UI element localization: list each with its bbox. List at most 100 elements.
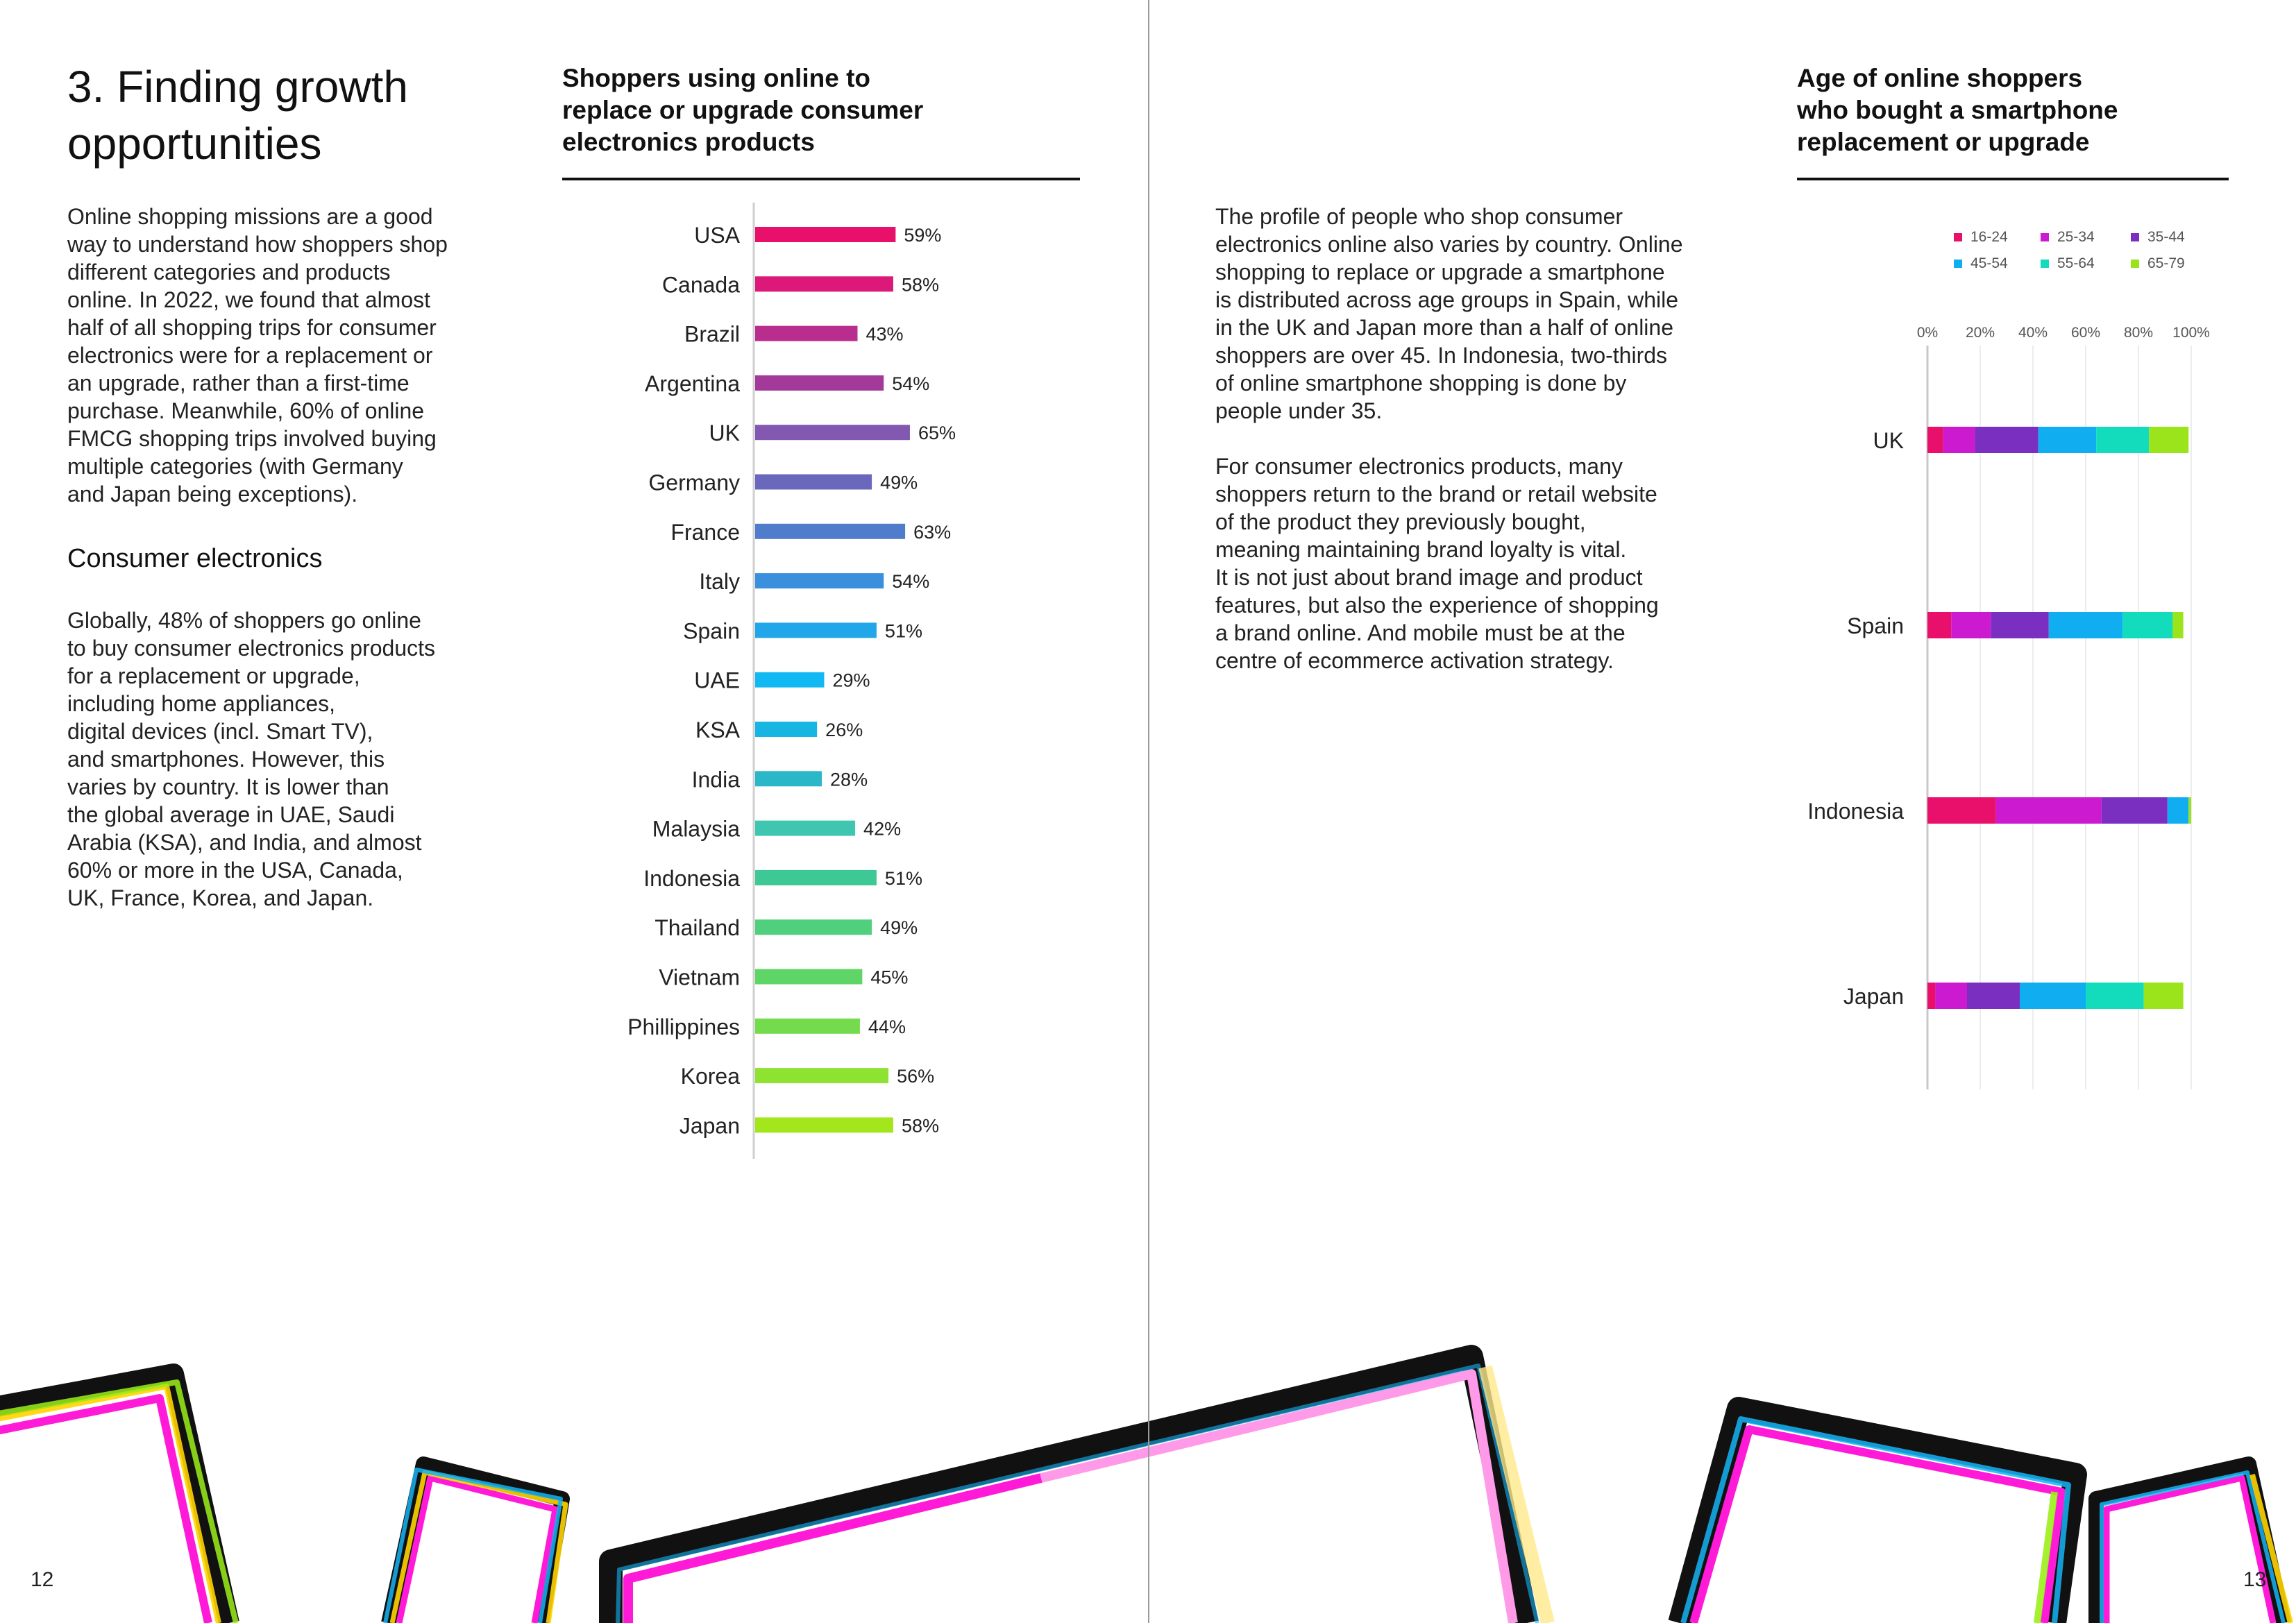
phone-illustration-left (381, 1456, 570, 1623)
chart2-bar-segment (2143, 983, 2184, 1009)
chart2-legend-label: 45-54 (1970, 255, 2008, 271)
chart2-bar-segment (2048, 612, 2123, 638)
chart2-bar-segment (2172, 612, 2184, 638)
section-title: 3. Finding growth opportunities (67, 62, 408, 169)
chart1-category-label: Phillippines (627, 1014, 740, 1039)
chart1-value-label: 59% (904, 225, 941, 246)
chart2-bar-segment (2096, 427, 2150, 453)
chart2-bar-segment (2149, 427, 2189, 453)
chart2-bar-segment (2020, 983, 2086, 1009)
chart2-legend-swatch (2131, 260, 2139, 268)
chart2-bar-segment (1995, 797, 2102, 824)
chart1-bar (755, 869, 877, 885)
chart1-category-label: Indonesia (643, 866, 740, 891)
chart2-legend-label: 25-34 (2057, 229, 2095, 245)
chart2-category-label: UK (1873, 428, 1904, 453)
chart2-legend-item: 16-24 (1954, 229, 2008, 245)
chart1-value-label: 56% (897, 1066, 934, 1087)
chart1-title-rule (562, 178, 1080, 180)
chart1-category-label: Germany (648, 470, 740, 495)
chart2-bar-segment (2038, 427, 2097, 453)
chart2-legend-label: 16-24 (1970, 229, 2008, 245)
chart2-category-label: Spain (1847, 613, 1904, 638)
chart1-category-label: Italy (699, 569, 740, 594)
chart1-category-label: Japan (679, 1113, 740, 1138)
chart2-category-label: Indonesia (1807, 799, 1904, 824)
chart1-category-label: Vietnam (659, 965, 740, 990)
chart1-category-label: Thailand (655, 915, 740, 940)
chart1-value-label: 26% (825, 720, 863, 740)
chart1-bar (755, 1117, 893, 1133)
chart2-legend-swatch (1954, 260, 1962, 268)
chart2-tick-label: 60% (2071, 325, 2100, 341)
chart2-legend-item: 65-79 (2131, 255, 2185, 271)
chart2-title: Age of online shoppers who bought a smar… (1797, 64, 2118, 156)
chart1-value-label: 49% (880, 917, 918, 938)
chart1-bar (755, 672, 825, 688)
chart2-legend-label: 55-64 (2057, 255, 2095, 271)
chart1-bar (755, 573, 884, 589)
chart2-bar-segment (1991, 612, 2049, 638)
consumer-electronics-heading: Consumer electronics (67, 544, 323, 573)
tablet-illustration-left (0, 1363, 239, 1623)
chart2-tick-label: 0% (1917, 325, 1938, 341)
chart1-value-label: 54% (892, 571, 929, 592)
chart2-category-label: Japan (1843, 984, 1904, 1009)
chart2-tick-label: 20% (1966, 325, 1995, 341)
chart2-legend-swatch (2041, 260, 2049, 268)
chart1-bar (755, 523, 906, 539)
chart2-tick-label: 40% (2018, 325, 2048, 341)
chart2-bar-segment (1927, 612, 1952, 638)
chart1-bar (755, 722, 818, 737)
chart1-category-label: Spain (683, 618, 740, 643)
tablet-illustration-right (1668, 1397, 2087, 1623)
chart1-title: Shoppers using online to replace or upgr… (562, 64, 924, 156)
chart1-category-label: France (670, 520, 740, 545)
chart1-bar (755, 425, 910, 441)
chart1-bar (755, 969, 863, 985)
chart2-tick-label: 80% (2124, 325, 2153, 341)
intro-paragraph: Online shopping missions are a good way … (67, 204, 448, 507)
chart1-value-label: 51% (885, 868, 922, 889)
chart2-legend-item: 55-64 (2041, 255, 2095, 271)
chart2-legend-swatch (2131, 233, 2139, 241)
chart2-title-rule (1797, 178, 2229, 180)
page-number-left: 12 (31, 1568, 54, 1591)
chart1-category-label: Malaysia (652, 817, 740, 842)
chart2-legend-swatch (2041, 233, 2049, 241)
chart2-bar-segment (2167, 797, 2189, 824)
chart1-value-label: 45% (870, 967, 908, 988)
chart2-legend-item: 25-34 (2041, 229, 2095, 245)
chart2-bar-segment (1975, 427, 2038, 453)
chart2-bar-segment (1927, 983, 1936, 1009)
age-profile-paragraph: The profile of people who shop consumer … (1215, 204, 1683, 423)
chart1-category-label: UK (709, 420, 740, 445)
chart2-bar-segment (1935, 983, 1967, 1009)
chart1-bar (755, 1068, 889, 1084)
chart1-value-label: 49% (880, 473, 918, 493)
chart2-legend-item: 45-54 (1954, 255, 2008, 271)
chart2-legend-item: 35-44 (2131, 229, 2185, 245)
chart1-category-label: UAE (694, 668, 740, 693)
chart1-category-label: Brazil (684, 322, 740, 347)
chart1-value-label: 44% (868, 1017, 906, 1037)
chart1-category-label: USA (694, 223, 740, 248)
chart1-bar (755, 622, 877, 638)
chart2-bar-segment (1967, 983, 2020, 1009)
laptop-illustration-center (599, 1345, 1555, 1623)
chart1-category-label: KSA (695, 717, 741, 742)
brand-loyalty-paragraph: For consumer electronics products, many … (1215, 454, 1659, 673)
chart2-legend-label: 65-79 (2147, 255, 2185, 271)
chart2-bar-segment (2086, 983, 2144, 1009)
chart1-value-label: 58% (902, 274, 939, 295)
chart1-value-label: 54% (892, 373, 929, 394)
chart2-bar-segment (2122, 612, 2173, 638)
chart1-bar (755, 474, 872, 490)
chart1-bar (755, 325, 858, 341)
chart1-value-label: 63% (913, 522, 951, 543)
chart1-bar (755, 375, 884, 391)
page-number-right: 13 (2243, 1568, 2267, 1591)
chart1-bar (755, 820, 856, 836)
chart2-bar-segment (2101, 797, 2168, 824)
